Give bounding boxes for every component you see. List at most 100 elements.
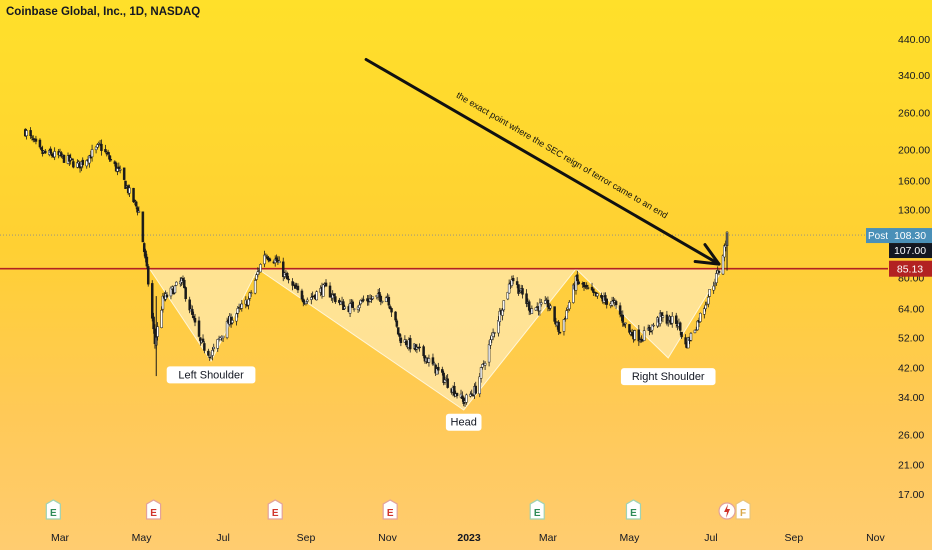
candle [433, 361, 436, 365]
candle-body [263, 254, 266, 265]
candle [34, 135, 38, 145]
candle-body [398, 333, 401, 337]
candle [114, 161, 118, 173]
candle-body [582, 282, 586, 288]
earnings-marker-badge [145, 499, 162, 520]
candle [62, 154, 66, 163]
candle [300, 288, 304, 302]
candle-body [517, 284, 520, 294]
candle [422, 344, 425, 359]
earnings-marker-badge [45, 499, 61, 520]
candle [586, 284, 590, 290]
candle-body [521, 288, 524, 295]
x-tick-label: Nov [866, 532, 885, 544]
candle-body [199, 337, 202, 342]
candle-body [106, 151, 110, 155]
candle-body [328, 285, 332, 298]
candle [394, 311, 397, 323]
earnings-marker[interactable]: E [45, 499, 61, 520]
candle-body [703, 308, 706, 315]
y-tick-label: 160.00 [898, 175, 930, 187]
candle [465, 393, 468, 405]
candle [173, 285, 177, 294]
candle-body [49, 148, 52, 154]
candle [199, 337, 202, 346]
candle-body [395, 320, 399, 327]
candle-body [81, 159, 84, 166]
candle [576, 270, 579, 286]
candle [352, 308, 356, 312]
candle-body [633, 330, 637, 340]
candle [100, 139, 103, 156]
candle-body [235, 313, 238, 322]
pattern-label-box [166, 366, 256, 384]
candle-body [650, 324, 654, 331]
candle [427, 354, 431, 367]
candle [693, 329, 697, 334]
candle-body [253, 280, 257, 294]
x-tick-label: Sep [297, 532, 316, 544]
candle [277, 256, 281, 264]
candle-body [427, 358, 431, 363]
earnings-marker[interactable]: F [735, 499, 751, 520]
candle-body [249, 292, 253, 294]
candle-body [240, 303, 244, 309]
candle-body [30, 136, 34, 138]
earnings-marker[interactable]: E [382, 499, 398, 520]
candle-body [538, 302, 542, 312]
candle-body [530, 308, 534, 314]
candle [515, 277, 519, 289]
pattern-label: Left Shoulder [166, 366, 256, 384]
candle-body [586, 287, 590, 289]
earnings-marker-letter: E [150, 508, 157, 519]
candle-body [518, 291, 522, 294]
candle [146, 264, 150, 287]
candle-body [543, 299, 547, 304]
candle [343, 304, 346, 310]
candle [324, 279, 328, 287]
last-price-box [889, 243, 932, 259]
arrow-annotation: the exact point where the SEC reign of t… [455, 90, 670, 220]
candle [478, 372, 481, 398]
last-price-label: 107.00 [894, 245, 926, 257]
neckline-price-label: 85.13 [897, 264, 923, 276]
candle-body [689, 333, 693, 341]
earnings-marker-badge [735, 499, 751, 520]
candle [76, 159, 79, 169]
candle-body [150, 283, 154, 319]
candle-body [304, 301, 308, 304]
candle-body [642, 330, 646, 341]
candle [90, 144, 94, 162]
candle [49, 146, 52, 154]
candle-body [137, 210, 141, 213]
candle-body [693, 329, 697, 334]
candle [437, 362, 440, 375]
earnings-marker[interactable]: E [145, 499, 162, 520]
candle [650, 324, 654, 335]
earnings-marker-badge [382, 499, 398, 520]
arrow-head [693, 243, 721, 266]
candle-body [577, 281, 580, 285]
candle [652, 322, 655, 328]
candle [122, 167, 126, 181]
earnings-marker[interactable]: E [267, 499, 283, 520]
candle [408, 335, 412, 353]
candle-body [715, 273, 718, 284]
candle-body [404, 340, 408, 346]
x-tick-label: Mar [539, 532, 558, 544]
candle [225, 317, 229, 340]
x-tick-label: Mar [51, 532, 70, 544]
candle-body [624, 322, 627, 325]
candle-body [29, 130, 32, 137]
candles [23, 127, 729, 407]
candle-body [679, 322, 682, 331]
lightning-marker[interactable] [718, 502, 736, 520]
candle-body [207, 350, 210, 356]
candle-body [568, 302, 571, 310]
earnings-marker[interactable]: E [529, 499, 545, 520]
candle-body [281, 261, 285, 277]
candle-body [399, 337, 403, 343]
earnings-marker[interactable]: E [625, 499, 642, 520]
